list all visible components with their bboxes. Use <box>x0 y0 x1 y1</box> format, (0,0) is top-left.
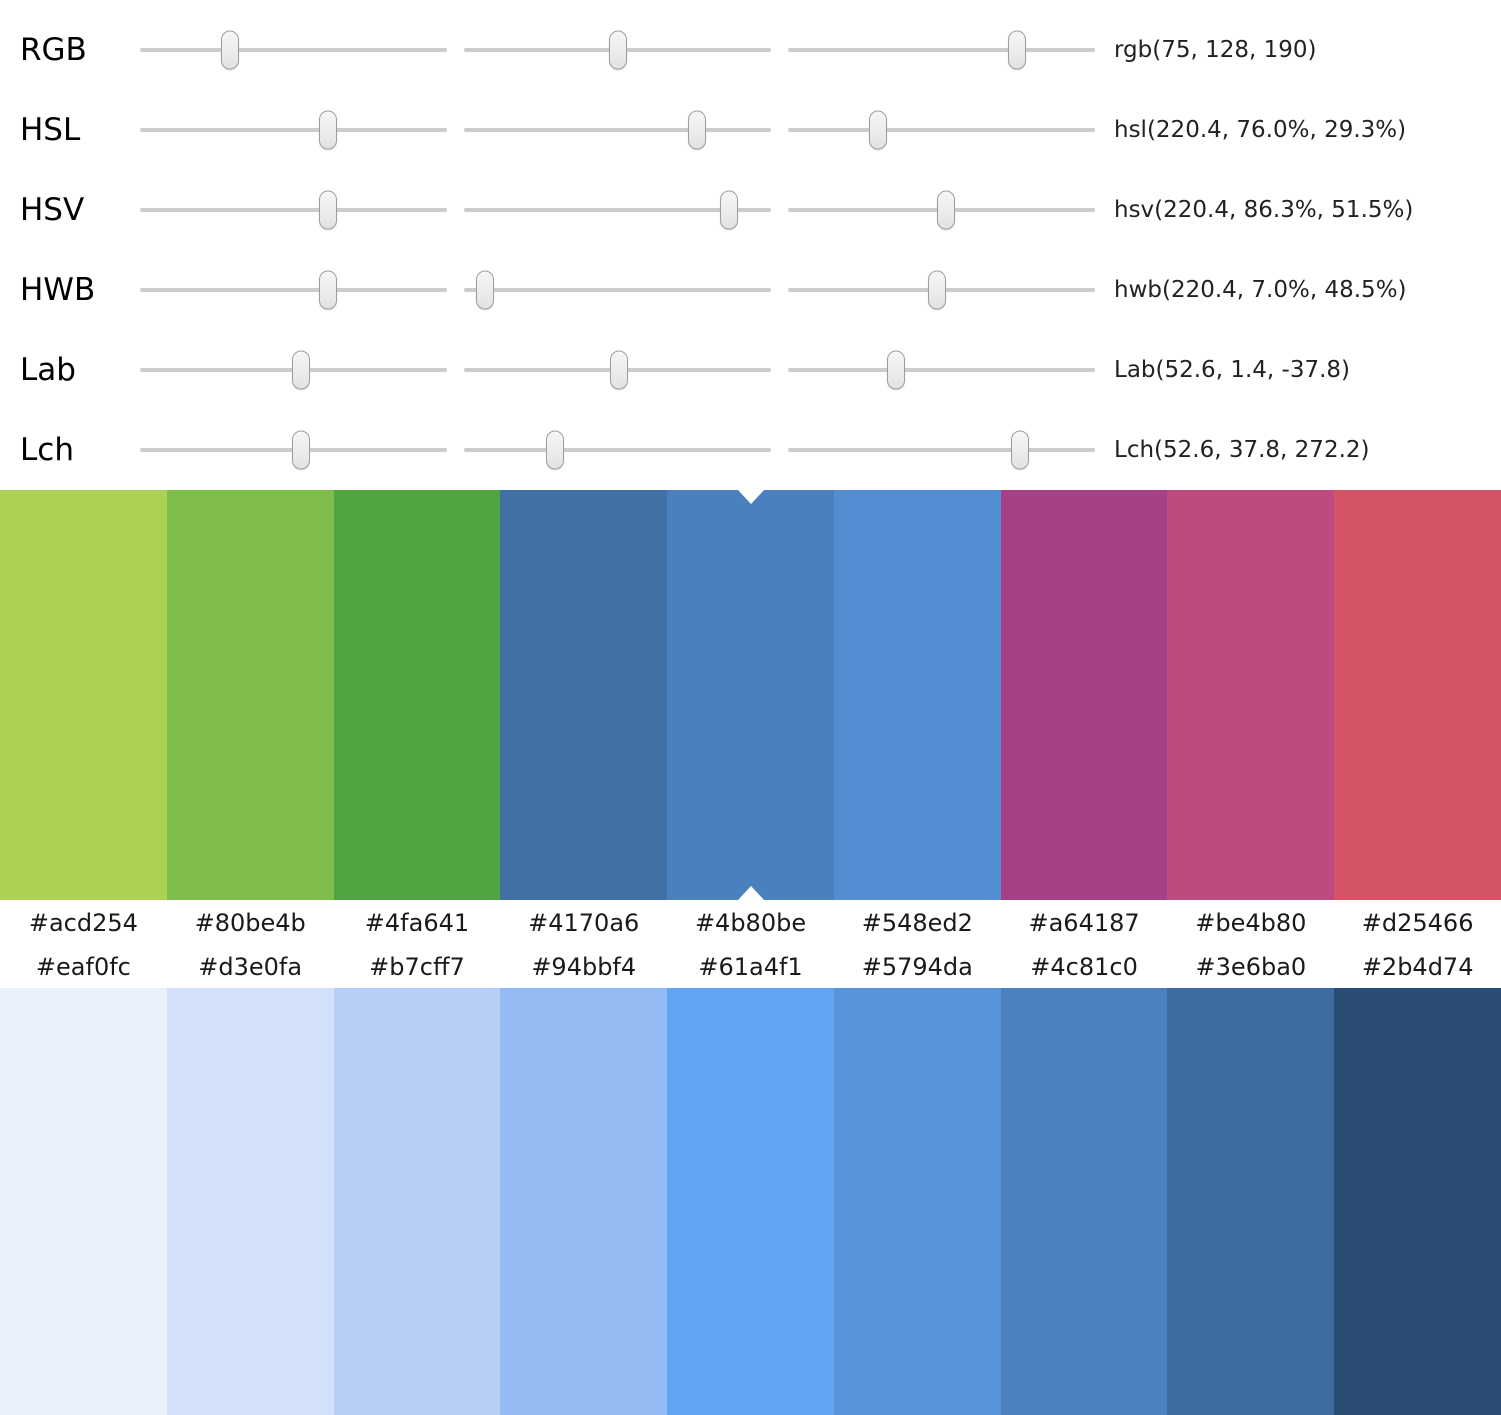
slider-handle[interactable] <box>545 430 564 470</box>
slider-track-3[interactable] <box>788 110 1095 150</box>
slider-handle[interactable] <box>927 270 946 310</box>
hex-label: #5794da <box>861 953 973 981</box>
colorspace-label: RGB <box>20 32 87 68</box>
color-value-text: Lab(52.6, 1.4, -37.8) <box>1114 357 1350 383</box>
slider-handle[interactable] <box>887 350 906 390</box>
hex-label: #548ed2 <box>861 909 973 937</box>
slider-row: Lab Lab(52.6, 1.4, -37.8) <box>0 330 1501 410</box>
hex-label: #3e6ba0 <box>1195 953 1307 981</box>
slider-track-2[interactable] <box>464 190 771 230</box>
color-swatch[interactable] <box>333 490 501 900</box>
slider-track-2[interactable] <box>464 110 771 150</box>
hex-label: #eaf0fc <box>35 953 131 981</box>
color-swatch[interactable] <box>1000 988 1168 1415</box>
hex-label: #4b80be <box>694 909 807 937</box>
color-swatch[interactable] <box>0 490 167 900</box>
color-value-text: Lch(52.6, 37.8, 272.2) <box>1114 437 1370 463</box>
slider-track-1[interactable] <box>140 350 447 390</box>
color-value-text: hsl(220.4, 76.0%, 29.3%) <box>1114 117 1407 143</box>
slider-track-3[interactable] <box>788 190 1095 230</box>
color-swatch[interactable] <box>333 988 501 1415</box>
colorspace-label: Lab <box>20 352 76 388</box>
color-swatch[interactable] <box>1167 988 1335 1415</box>
hex-label: #d3e0fa <box>198 953 303 981</box>
color-value-text: hsv(220.4, 86.3%, 51.5%) <box>1114 197 1414 223</box>
slider-track-3[interactable] <box>788 430 1095 470</box>
color-swatch[interactable] <box>500 988 668 1415</box>
slider-handle[interactable] <box>1007 30 1026 70</box>
slider-handle[interactable] <box>1011 430 1030 470</box>
palette-scale-top <box>0 490 1501 900</box>
slider-row: HWB hwb(220.4, 7.0%, 48.5%) <box>0 250 1501 330</box>
hex-label: #be4b80 <box>1195 909 1307 937</box>
color-swatch[interactable] <box>166 988 334 1415</box>
slider-track-3[interactable] <box>788 270 1095 310</box>
hex-label: #d25466 <box>1361 909 1474 937</box>
slider-handle[interactable] <box>292 430 311 470</box>
color-swatch[interactable] <box>166 490 334 900</box>
color-swatch[interactable] <box>667 988 834 1415</box>
slider-track-1[interactable] <box>140 110 447 150</box>
slider-row: Lch Lch(52.6, 37.8, 272.2) <box>0 410 1501 490</box>
slider-row: HSV hsv(220.4, 86.3%, 51.5%) <box>0 170 1501 250</box>
color-swatch[interactable] <box>1334 988 1501 1415</box>
hex-label: #94bbf4 <box>531 953 637 981</box>
slider-handle[interactable] <box>476 270 495 310</box>
slider-handle[interactable] <box>719 190 738 230</box>
hex-label: #80be4b <box>194 909 306 937</box>
palette-bottom-labels: #eaf0fc #d3e0fa #b7cff7 #94bbf4 #61a4f1 … <box>0 946 1501 988</box>
selected-marker-bottom-icon <box>737 886 764 900</box>
hex-label: #a64187 <box>1028 909 1140 937</box>
colorspace-label: HWB <box>20 272 96 308</box>
slider-handle[interactable] <box>868 110 887 150</box>
slider-handle[interactable] <box>318 190 337 230</box>
slider-handle[interactable] <box>609 30 628 70</box>
hex-label: #4170a6 <box>528 909 640 937</box>
color-swatch[interactable] <box>833 490 1001 900</box>
palette-top-labels: #acd254 #80be4b #4fa641 #4170a6 #4b80be … <box>0 900 1501 946</box>
slider-handle[interactable] <box>292 350 311 390</box>
slider-handle[interactable] <box>318 270 337 310</box>
slider-handle[interactable] <box>318 110 337 150</box>
color-value-text: rgb(75, 128, 190) <box>1114 37 1317 63</box>
color-value-text: hwb(220.4, 7.0%, 48.5%) <box>1114 277 1407 303</box>
color-swatch[interactable] <box>500 490 668 900</box>
slider-track-3[interactable] <box>788 350 1095 390</box>
selected-marker-top-icon <box>737 490 764 504</box>
hex-label: #4fa641 <box>364 909 470 937</box>
color-swatch[interactable] <box>1334 490 1501 900</box>
slider-handle[interactable] <box>937 190 956 230</box>
slider-track-2[interactable] <box>464 270 771 310</box>
slider-track-1[interactable] <box>140 270 447 310</box>
slider-track-2[interactable] <box>464 350 771 390</box>
colorspace-label: HSV <box>20 192 85 228</box>
slider-track-1[interactable] <box>140 430 447 470</box>
slider-handle[interactable] <box>221 30 240 70</box>
slider-row: RGB rgb(75, 128, 190) <box>0 10 1501 90</box>
colorspace-label: HSL <box>20 112 81 148</box>
hex-label: #2b4d74 <box>1361 953 1474 981</box>
slider-panel: RGB rgb(75, 128, 190) HSL hsl(220.4, 76.… <box>0 0 1501 490</box>
slider-row: HSL hsl(220.4, 76.0%, 29.3%) <box>0 90 1501 170</box>
color-swatch[interactable] <box>0 988 167 1415</box>
slider-handle[interactable] <box>610 350 629 390</box>
slider-handle[interactable] <box>688 110 707 150</box>
hex-label: #b7cff7 <box>369 953 465 981</box>
slider-track-2[interactable] <box>464 430 771 470</box>
colorspace-label: Lch <box>20 432 74 468</box>
color-swatch[interactable] <box>833 988 1001 1415</box>
slider-track-1[interactable] <box>140 30 447 70</box>
slider-track-1[interactable] <box>140 190 447 230</box>
slider-track-2[interactable] <box>464 30 771 70</box>
palette-scale-bottom <box>0 988 1501 1415</box>
color-swatch[interactable] <box>667 490 834 900</box>
slider-track-3[interactable] <box>788 30 1095 70</box>
color-swatch[interactable] <box>1000 490 1168 900</box>
color-swatch[interactable] <box>1167 490 1335 900</box>
hex-label: #61a4f1 <box>698 953 803 981</box>
hex-label: #acd254 <box>28 909 138 937</box>
hex-label: #4c81c0 <box>1030 953 1138 981</box>
